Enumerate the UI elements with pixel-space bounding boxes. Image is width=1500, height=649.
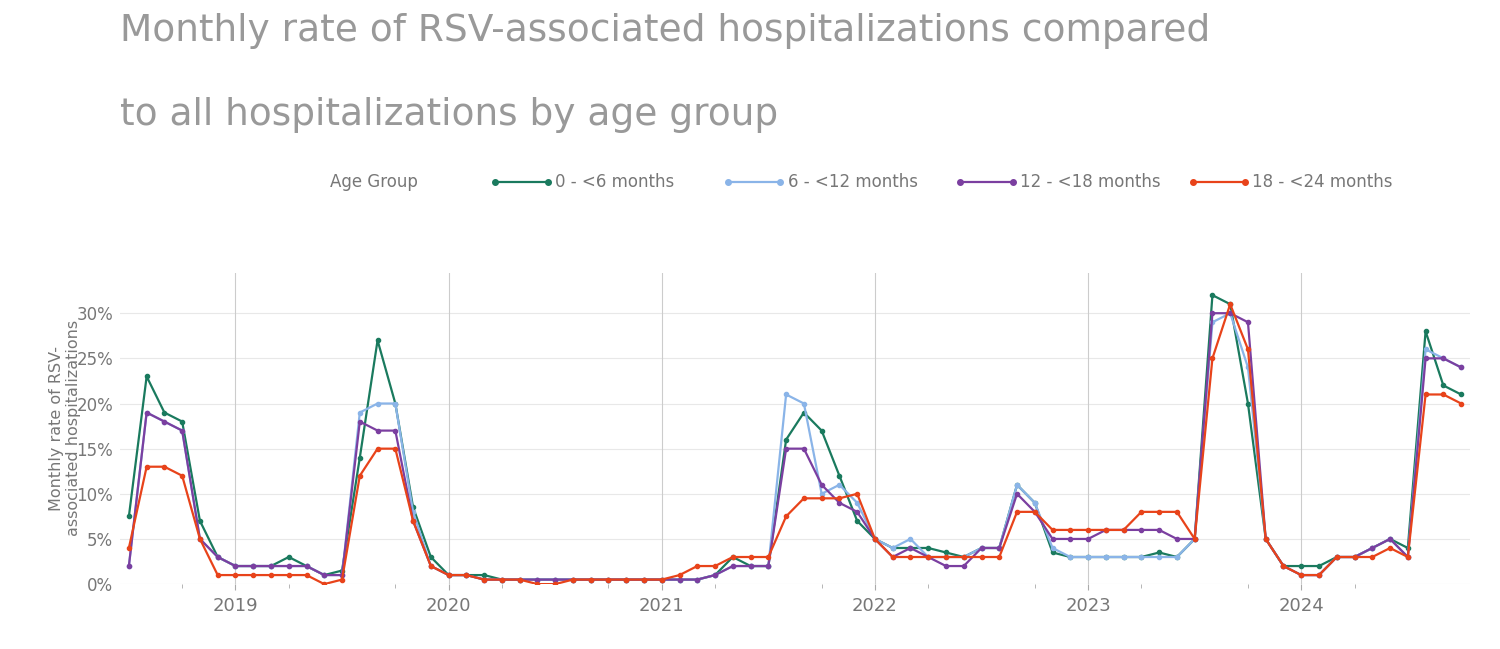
12 - <18 months: [600, 576, 618, 583]
12 - <18 months: [1221, 310, 1239, 317]
12 - <18 months: [476, 576, 494, 583]
Line: 18 - <24 months: 18 - <24 months: [128, 302, 1462, 586]
18 - <24 months: [1221, 300, 1239, 308]
Line: 12 - <18 months: 12 - <18 months: [128, 311, 1462, 582]
12 - <18 months: [1203, 310, 1221, 317]
0 - <6 months: [1452, 391, 1470, 398]
0 - <6 months: [990, 544, 1008, 552]
0 - <6 months: [600, 576, 618, 583]
Line: 6 - <12 months: 6 - <12 months: [128, 311, 1462, 582]
6 - <12 months: [831, 481, 849, 489]
18 - <24 months: [244, 571, 262, 579]
6 - <12 months: [990, 544, 1008, 552]
Text: Age Group: Age Group: [330, 173, 419, 191]
18 - <24 months: [120, 544, 138, 552]
Text: 18 - <24 months: 18 - <24 months: [1252, 173, 1394, 191]
0 - <6 months: [1221, 300, 1239, 308]
18 - <24 months: [315, 580, 333, 588]
Text: Monthly rate of RSV-associated hospitalizations compared: Monthly rate of RSV-associated hospitali…: [120, 13, 1211, 49]
0 - <6 months: [831, 472, 849, 480]
0 - <6 months: [494, 576, 512, 583]
Text: to all hospitalizations by age group: to all hospitalizations by age group: [120, 97, 778, 133]
12 - <18 months: [831, 499, 849, 507]
18 - <24 months: [1203, 354, 1221, 362]
Y-axis label: Monthly rate of RSV-
associated hospitalizations: Monthly rate of RSV- associated hospital…: [50, 320, 81, 537]
12 - <18 months: [244, 562, 262, 570]
0 - <6 months: [244, 562, 262, 570]
18 - <24 months: [831, 495, 849, 502]
6 - <12 months: [1452, 363, 1470, 371]
6 - <12 months: [1203, 319, 1221, 326]
6 - <12 months: [600, 576, 618, 583]
12 - <18 months: [990, 544, 1008, 552]
0 - <6 months: [1026, 499, 1044, 507]
12 - <18 months: [1452, 363, 1470, 371]
6 - <12 months: [476, 576, 494, 583]
12 - <18 months: [120, 562, 138, 570]
6 - <12 months: [1221, 310, 1239, 317]
Text: 12 - <18 months: 12 - <18 months: [1020, 173, 1161, 191]
18 - <24 months: [600, 576, 618, 583]
0 - <6 months: [1203, 291, 1221, 299]
Line: 0 - <6 months: 0 - <6 months: [128, 293, 1462, 582]
6 - <12 months: [1026, 499, 1044, 507]
0 - <6 months: [120, 513, 138, 520]
18 - <24 months: [1452, 400, 1470, 408]
Text: 6 - <12 months: 6 - <12 months: [788, 173, 918, 191]
6 - <12 months: [244, 562, 262, 570]
Text: 0 - <6 months: 0 - <6 months: [555, 173, 675, 191]
12 - <18 months: [1026, 508, 1044, 516]
18 - <24 months: [990, 553, 1008, 561]
6 - <12 months: [120, 562, 138, 570]
18 - <24 months: [1026, 508, 1044, 516]
